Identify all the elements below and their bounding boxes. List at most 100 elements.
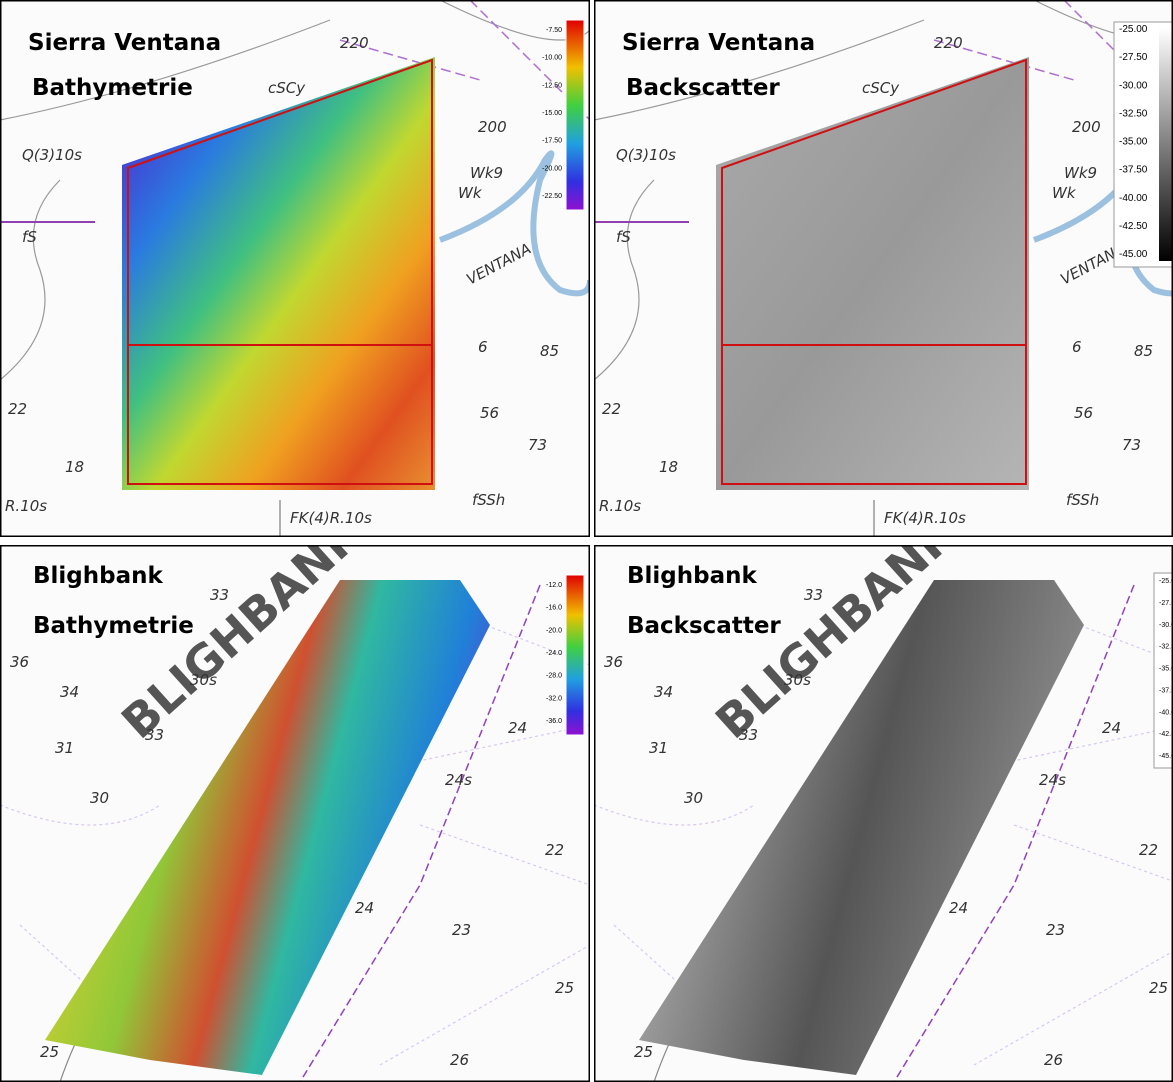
map-label: 25 [1149,979,1168,997]
colorbar-label: -42.50 [1119,221,1148,232]
map-label: 200 [1072,118,1101,136]
map-label: Wk [458,184,483,202]
map-label: 33 [804,586,823,604]
map-label: 85 [540,342,559,360]
colorbar-label: -32.0 [546,695,562,702]
colorbar-label: -36.0 [546,718,562,725]
map-label: 23 [1046,921,1065,939]
panel-content: BLIGHBANK3330s343133302424s2223242526253… [0,505,590,1082]
colorbar-label: -17.50 [542,138,562,145]
map-label: 6 [478,338,488,356]
map-label: Wk9 [470,164,503,182]
map-label: 22 [602,400,621,418]
colorbar-label: -30.00 [1159,622,1173,629]
colorbar-label: -37.50 [1119,165,1148,176]
colorbar-label: -28.0 [546,673,562,680]
map-label: 18 [659,458,678,476]
map-label: fSSh [1066,491,1099,509]
map-label: Wk [1052,184,1077,202]
colorbar-label: -24.0 [546,650,562,657]
colorbar-label: -45.00 [1119,249,1148,260]
colorbar-label: -25.00 [1119,24,1148,35]
colorbar [1159,28,1173,261]
map-label: 56 [480,404,499,422]
panel-title: Sierra Ventana [622,30,815,56]
map-label: fS [616,228,631,246]
map-panel: BLIGHBANK3330s343133302424s2223242526253… [594,505,1173,1082]
map-label: 56 [1074,404,1093,422]
map-label: fS [22,228,37,246]
colorbar-label: -37.50 [1159,687,1173,694]
map-label: 36 [604,653,623,671]
colorbar-label: -25.00 [1159,578,1173,585]
map-label: 200 [478,118,507,136]
colorbar-label: -40.00 [1119,193,1148,204]
colorbar-label: -27.50 [1119,52,1148,63]
map-label: 26 [1044,1051,1063,1069]
colorbar-label: -30.00 [1119,80,1148,91]
map-label: 33 [739,726,758,744]
panel-content: Q(3)10sWk9WkfSfSShFK(4)R.10scSCy200220VE… [594,0,1173,537]
panel-subtitle: Backscatter [626,75,780,101]
colorbar-label: -40.00 [1159,709,1173,716]
map-label: 31 [55,739,74,757]
colorbar-label: -20.00 [542,165,562,172]
map-label: 34 [60,683,79,701]
map-label: 24 [508,719,527,737]
map-label: 22 [545,841,564,859]
map-label: 30 [684,789,703,807]
map-label: fSSh [472,491,505,509]
colorbar-label: -35.00 [1119,137,1148,148]
map-label: Q(3)10s [616,146,676,164]
map-label: Wk9 [1064,164,1097,182]
map-label: 36 [10,653,29,671]
map-label: cSCy [268,79,306,97]
colorbar-label: -10.00 [542,55,562,62]
map-label: 31 [649,739,668,757]
figure: Q(3)10sWk9WkfSfSShFK(4)R.10scSCy200220VE… [0,0,1173,1082]
map-label: R.10s [599,497,641,515]
map-label: 30s [784,671,811,689]
colorbar [566,575,584,735]
map-label: 73 [1122,436,1141,454]
map-label: 25 [555,979,574,997]
colorbar-label: -15.00 [542,110,562,117]
panel-subtitle: Backscatter [627,613,781,639]
map-label: 18 [65,458,84,476]
map-label: 24s [1039,771,1066,789]
map-label: FK(4)R.10s [884,509,966,527]
panel-title: Blighbank [33,563,163,589]
map-label: 24s [445,771,472,789]
map-label: 30s [190,671,217,689]
panel-title: Blighbank [627,563,757,589]
map-label: cSCy [862,79,900,97]
colorbar [566,20,584,210]
colorbar-label: -27.50 [1159,600,1173,607]
map-panel: Q(3)10sWk9WkfSfSShFK(4)R.10scSCy200220VE… [0,0,590,537]
map-panel: BLIGHBANK3330s343133302424s2223242526253… [0,505,590,1082]
colorbar-label: -42.50 [1159,731,1173,738]
colorbar-label: -12.0 [546,582,562,589]
map-label: 24 [355,899,374,917]
map-label: Q(3)10s [22,146,82,164]
map-label: 33 [145,726,164,744]
map-label: 34 [654,683,673,701]
colorbar-label: -32.50 [1159,644,1173,651]
colorbar-label: -22.50 [542,193,562,200]
colorbar-label: -45.00 [1159,753,1173,760]
map-label: 6 [1072,338,1082,356]
colorbar-label: -20.0 [546,627,562,634]
panel-content: Q(3)10sWk9WkfSfSShFK(4)R.10scSCy200220VE… [0,0,590,537]
panel-subtitle: Bathymetrie [32,75,193,101]
map-label: R.10s [5,497,47,515]
map-label: 26 [450,1051,469,1069]
map-panel: Q(3)10sWk9WkfSfSShFK(4)R.10scSCy200220VE… [594,0,1173,537]
map-label: 24 [949,899,968,917]
map-label: 25 [40,1043,59,1061]
panel-subtitle: Bathymetrie [33,613,194,639]
colorbar-label: -32.50 [1119,108,1148,119]
map-label: 22 [1139,841,1158,859]
map-label: 24 [1102,719,1121,737]
map-label: 220 [340,34,369,52]
map-label: 22 [8,400,27,418]
